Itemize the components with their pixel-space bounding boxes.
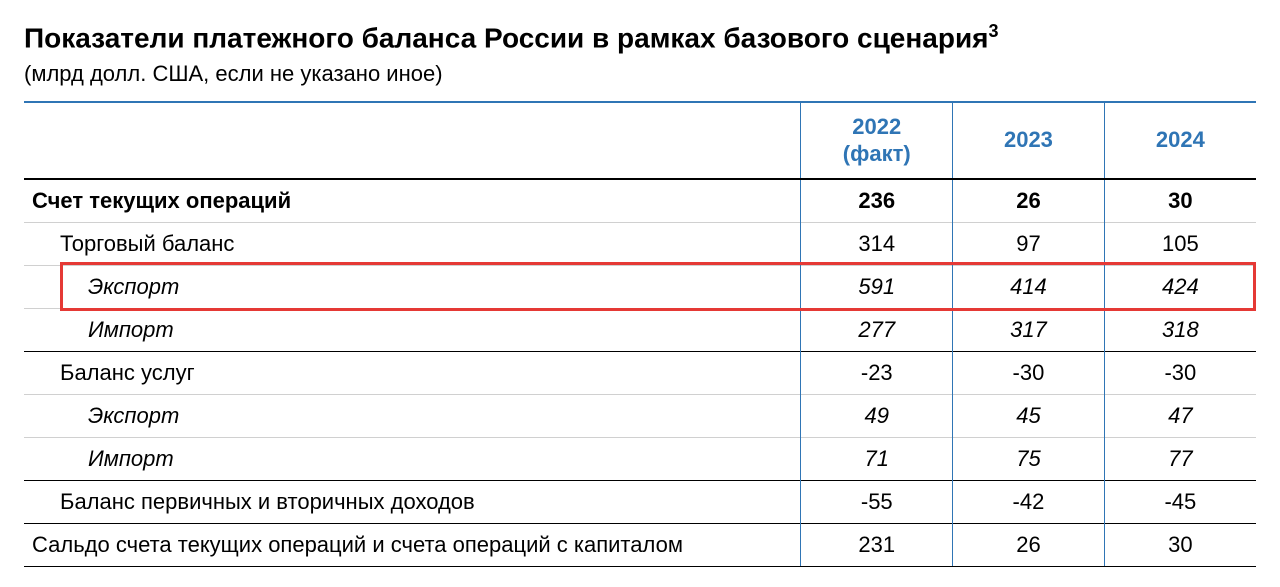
row-value: -55 bbox=[801, 480, 953, 523]
row-label: Баланс первичных и вторичных доходов bbox=[24, 480, 801, 523]
row-value: 231 bbox=[801, 523, 953, 566]
table-container: 2022(факт) 2023 2024 Счет текущих операц… bbox=[24, 101, 1256, 567]
title-footnote: 3 bbox=[989, 21, 999, 41]
row-value: 71 bbox=[801, 437, 953, 480]
title-text: Показатели платежного баланса России в р… bbox=[24, 22, 989, 53]
table-row: Импорт717577 bbox=[24, 437, 1256, 480]
table-row: Торговый баланс31497105 bbox=[24, 222, 1256, 265]
row-value: 26 bbox=[953, 179, 1105, 223]
row-value: -30 bbox=[1104, 351, 1256, 394]
table-body: Счет текущих операций2362630Торговый бал… bbox=[24, 179, 1256, 567]
row-value: 318 bbox=[1104, 308, 1256, 351]
table-row: Счет текущих операций2362630 bbox=[24, 179, 1256, 223]
row-label: Сальдо счета текущих операций и счета оп… bbox=[24, 523, 801, 566]
row-value: 277 bbox=[801, 308, 953, 351]
table-row: Импорт277317318 bbox=[24, 308, 1256, 351]
row-value: 105 bbox=[1104, 222, 1256, 265]
col-header-2022: 2022(факт) bbox=[801, 102, 953, 179]
row-value: 236 bbox=[801, 179, 953, 223]
row-value: 75 bbox=[953, 437, 1105, 480]
row-value: -30 bbox=[953, 351, 1105, 394]
table-row: Баланс первичных и вторичных доходов-55-… bbox=[24, 480, 1256, 523]
row-value: 314 bbox=[801, 222, 953, 265]
table-row: Сальдо счета текущих операций и счета оп… bbox=[24, 523, 1256, 566]
row-value: 77 bbox=[1104, 437, 1256, 480]
table-row: Экспорт494547 bbox=[24, 394, 1256, 437]
page-title: Показатели платежного баланса России в р… bbox=[24, 20, 1256, 57]
row-value: 414 bbox=[953, 265, 1105, 308]
row-value: 45 bbox=[953, 394, 1105, 437]
row-label: Баланс услуг bbox=[24, 351, 801, 394]
row-label: Импорт bbox=[24, 437, 801, 480]
row-label: Счет текущих операций bbox=[24, 179, 801, 223]
row-value: -23 bbox=[801, 351, 953, 394]
col-header-2023: 2023 bbox=[953, 102, 1105, 179]
table-row: Экспорт591414424 bbox=[24, 265, 1256, 308]
col-header-label bbox=[24, 102, 801, 179]
row-value: 30 bbox=[1104, 523, 1256, 566]
row-value: 26 bbox=[953, 523, 1105, 566]
row-value: 97 bbox=[953, 222, 1105, 265]
page-subtitle: (млрд долл. США, если не указано иное) bbox=[24, 61, 1256, 87]
row-label: Импорт bbox=[24, 308, 801, 351]
table-header-row: 2022(факт) 2023 2024 bbox=[24, 102, 1256, 179]
row-value: 317 bbox=[953, 308, 1105, 351]
row-value: 30 bbox=[1104, 179, 1256, 223]
row-value: 591 bbox=[801, 265, 953, 308]
row-label: Торговый баланс bbox=[24, 222, 801, 265]
row-value: 424 bbox=[1104, 265, 1256, 308]
balance-table: 2022(факт) 2023 2024 Счет текущих операц… bbox=[24, 101, 1256, 567]
row-value: 47 bbox=[1104, 394, 1256, 437]
table-row: Баланс услуг-23-30-30 bbox=[24, 351, 1256, 394]
row-value: -42 bbox=[953, 480, 1105, 523]
col-header-2024: 2024 bbox=[1104, 102, 1256, 179]
row-value: 49 bbox=[801, 394, 953, 437]
row-value: -45 bbox=[1104, 480, 1256, 523]
row-label: Экспорт bbox=[24, 394, 801, 437]
row-label: Экспорт bbox=[24, 265, 801, 308]
